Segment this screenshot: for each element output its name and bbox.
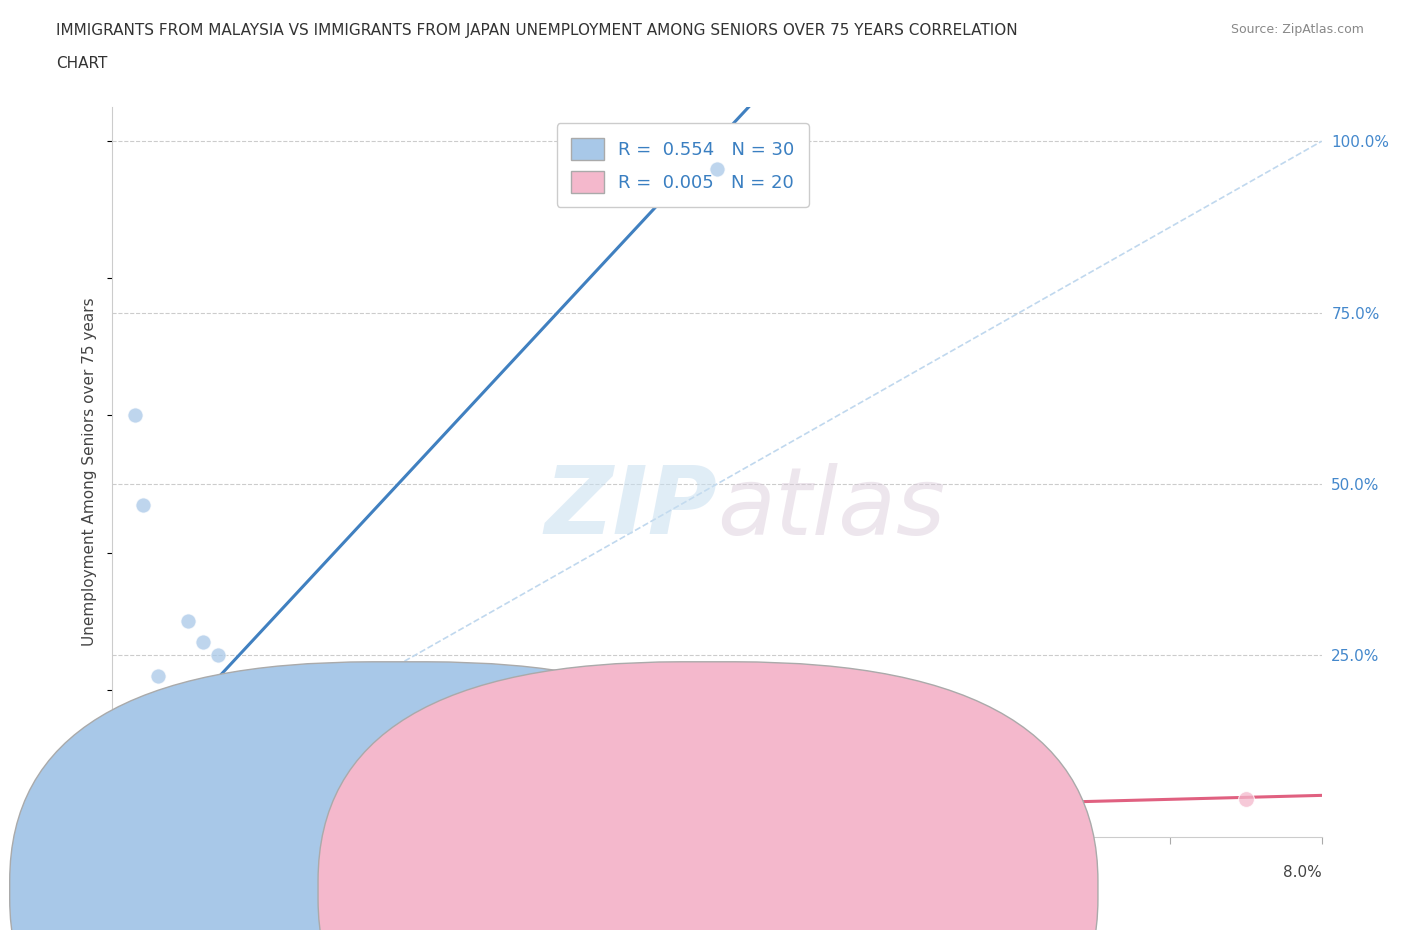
Point xyxy=(139,751,162,765)
Point xyxy=(222,816,245,830)
Point xyxy=(124,813,146,828)
Point xyxy=(328,816,350,830)
Point xyxy=(120,816,142,830)
Point xyxy=(177,683,200,698)
Point xyxy=(112,819,135,834)
Point xyxy=(191,634,215,649)
Text: IMMIGRANTS FROM MALAYSIA VS IMMIGRANTS FROM JAPAN UNEMPLOYMENT AMONG SENIORS OVE: IMMIGRANTS FROM MALAYSIA VS IMMIGRANTS F… xyxy=(56,23,1018,38)
Point xyxy=(177,813,200,828)
Point xyxy=(108,819,131,834)
Point xyxy=(120,813,142,828)
Point xyxy=(373,816,396,830)
Point xyxy=(146,669,169,684)
Y-axis label: Unemployment Among Seniors over 75 years: Unemployment Among Seniors over 75 years xyxy=(82,298,97,646)
Point xyxy=(146,816,169,830)
Point xyxy=(253,813,276,828)
Point xyxy=(1234,791,1257,806)
FancyBboxPatch shape xyxy=(318,662,1098,930)
Point xyxy=(132,795,155,810)
Point xyxy=(132,498,155,512)
Point xyxy=(146,713,169,728)
Text: atlas: atlas xyxy=(717,463,945,554)
Point xyxy=(122,813,145,828)
Point xyxy=(132,799,155,814)
Point xyxy=(1008,744,1031,759)
Point xyxy=(404,816,426,830)
Point xyxy=(706,816,728,830)
Point xyxy=(135,778,157,793)
Point xyxy=(207,648,229,663)
Point xyxy=(479,819,502,834)
Point xyxy=(554,814,576,829)
Text: Immigrants from Japan: Immigrants from Japan xyxy=(751,876,925,891)
Text: Source: ZipAtlas.com: Source: ZipAtlas.com xyxy=(1230,23,1364,36)
Point xyxy=(706,161,728,176)
Point xyxy=(782,819,804,834)
Point xyxy=(117,819,139,834)
Point xyxy=(108,819,131,834)
Point xyxy=(191,816,215,830)
Point xyxy=(117,813,139,828)
Point xyxy=(856,816,880,830)
Point xyxy=(146,696,169,711)
Point xyxy=(630,816,652,830)
FancyBboxPatch shape xyxy=(10,662,790,930)
Point xyxy=(132,809,155,824)
Text: 8.0%: 8.0% xyxy=(1282,865,1322,880)
Point xyxy=(128,803,150,817)
Point xyxy=(117,819,139,834)
Text: Immigrants from Malaysia: Immigrants from Malaysia xyxy=(436,876,636,891)
Text: ZIP: ZIP xyxy=(544,462,717,554)
Point xyxy=(124,408,146,423)
Point xyxy=(107,819,129,834)
Text: 0.0%: 0.0% xyxy=(112,865,152,880)
Point xyxy=(124,809,146,824)
Text: CHART: CHART xyxy=(56,56,108,71)
Point xyxy=(114,819,136,834)
Legend: R =  0.554   N = 30, R =  0.005   N = 20: R = 0.554 N = 30, R = 0.005 N = 20 xyxy=(557,124,808,207)
Point xyxy=(110,819,132,834)
Point xyxy=(283,819,305,834)
Point xyxy=(177,614,200,629)
Point xyxy=(124,805,146,820)
Point xyxy=(162,758,184,773)
Point xyxy=(162,775,184,790)
